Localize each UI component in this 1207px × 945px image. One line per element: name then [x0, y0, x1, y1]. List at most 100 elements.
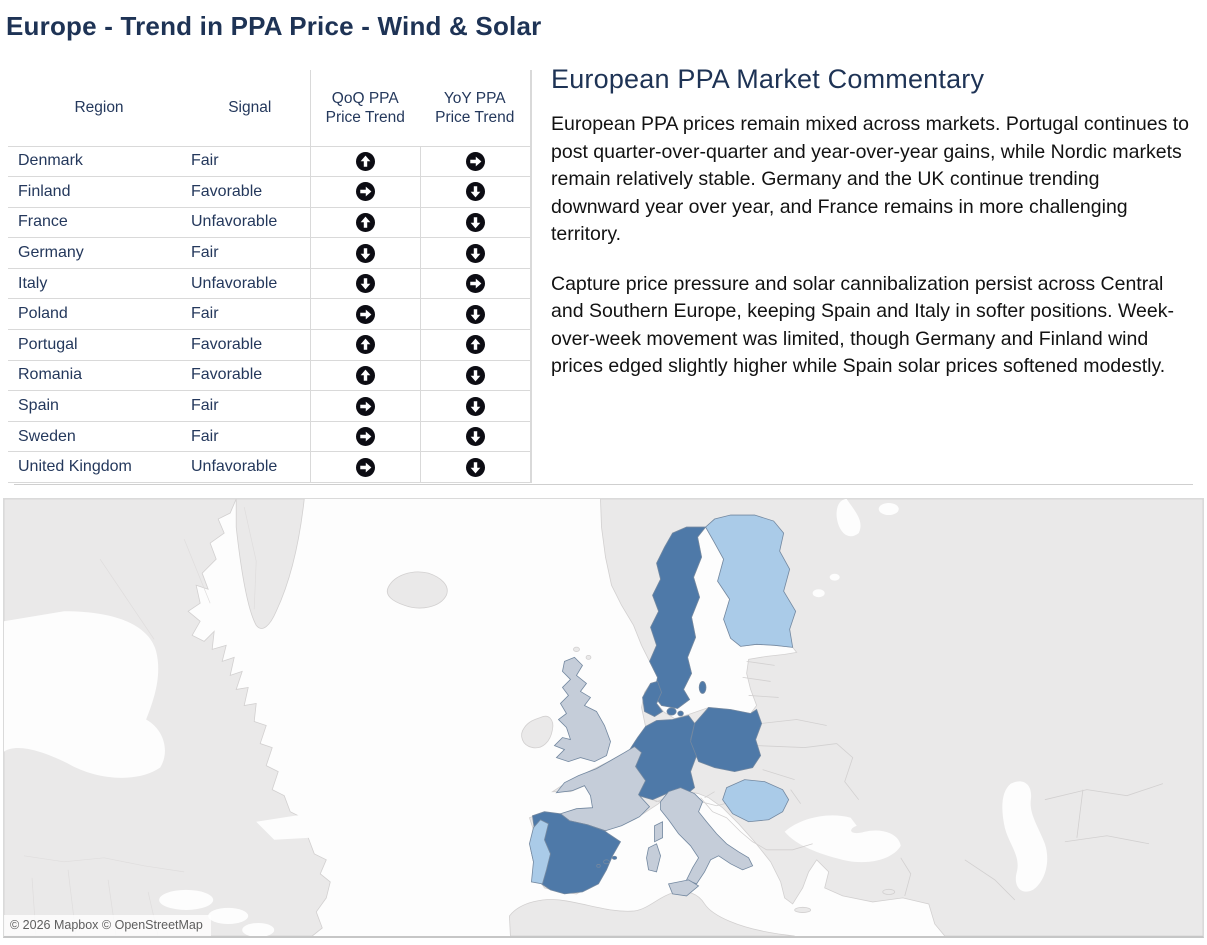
- region-cell: United Kingdom: [8, 451, 190, 484]
- arrow-up-icon: [465, 335, 485, 355]
- region-cell: Denmark: [8, 145, 190, 177]
- faroe-islands: [573, 646, 580, 652]
- lake-ladoga: [812, 589, 825, 598]
- page-title: Europe - Trend in PPA Price - Wind & Sol…: [6, 11, 542, 41]
- europe-country-borders: [626, 660, 1164, 901]
- map-country-romania[interactable]: [722, 779, 790, 823]
- yoy-trend-cell: [419, 359, 531, 391]
- table-row[interactable]: Finland Favorable: [8, 176, 531, 208]
- shetland-islands: [585, 654, 592, 660]
- qoq-trend-cell: [309, 390, 420, 422]
- north-africa-landmass: [509, 891, 795, 936]
- map-country-denmark[interactable]: [642, 680, 664, 717]
- arrow-down-icon: [465, 365, 485, 385]
- header-yoy-trend: YoY PPA Price Trend: [420, 70, 531, 146]
- map-mallorca[interactable]: [603, 859, 610, 865]
- signal-cell: Fair: [190, 298, 310, 330]
- white-sea: [836, 499, 861, 537]
- map-gotland[interactable]: [698, 681, 707, 694]
- yoy-trend-cell: [419, 145, 531, 177]
- arrow-up-icon: [355, 335, 375, 355]
- arrow-right-icon: [355, 182, 375, 202]
- signal-cell: Fair: [190, 145, 310, 177]
- yoy-trend-cell: [419, 176, 531, 208]
- yoy-trend-cell: [419, 390, 531, 422]
- arrow-right-icon: [355, 304, 375, 324]
- signal-cell: Favorable: [190, 329, 310, 361]
- table-row[interactable]: Spain Fair: [8, 390, 531, 422]
- europe-choropleth-map[interactable]: © 2026 Mapbox © OpenStreetMap: [3, 498, 1204, 938]
- table-row[interactable]: Poland Fair: [8, 298, 531, 330]
- region-cell: Italy: [8, 267, 190, 299]
- qoq-trend-cell: [309, 267, 420, 299]
- map-funen[interactable]: [677, 710, 684, 717]
- map-country-italy[interactable]: [660, 787, 754, 885]
- map-zealand[interactable]: [666, 707, 677, 716]
- region-cell: Spain: [8, 390, 190, 422]
- signal-cell: Fair: [190, 390, 310, 422]
- qoq-trend-cell: [309, 451, 420, 484]
- us-state-borders: [23, 538, 211, 936]
- arrow-down-icon: [465, 304, 485, 324]
- map-country-finland[interactable]: [705, 514, 797, 648]
- region-cell: Finland: [8, 176, 190, 208]
- caspian-sea: [1002, 781, 1048, 892]
- arrow-down-icon: [465, 396, 485, 416]
- map-country-uk[interactable]: [553, 656, 611, 763]
- header-signal: Signal: [228, 99, 272, 117]
- map-canvas[interactable]: [4, 499, 1203, 936]
- arrow-down-icon: [465, 427, 485, 447]
- iceland-landmass: [386, 571, 448, 609]
- map-menorca[interactable]: [611, 855, 618, 860]
- commentary-paragraph-1: European PPA prices remain mixed across …: [551, 113, 1190, 245]
- crete-island: [794, 906, 812, 913]
- commentary-paragraph-2: Capture price pressure and solar canniba…: [551, 272, 1174, 378]
- arrow-down-icon: [465, 243, 485, 263]
- greenland-border: [243, 506, 257, 610]
- cyprus-island: [882, 888, 896, 895]
- signal-cell: Fair: [190, 237, 310, 269]
- region-cell: Portugal: [8, 329, 190, 361]
- table-row[interactable]: Germany Fair: [8, 237, 531, 269]
- st-lawrence-gulf: [256, 811, 343, 840]
- map-sicily[interactable]: [668, 879, 700, 897]
- header-qoq-trend: QoQ PPA Price Trend: [309, 70, 420, 146]
- map-attribution[interactable]: © 2026 Mapbox © OpenStreetMap: [4, 915, 211, 936]
- black-sea: [784, 815, 901, 863]
- signal-cell: Unfavorable: [190, 206, 310, 238]
- qoq-trend-cell: [309, 206, 420, 238]
- arrow-down-icon: [465, 182, 485, 202]
- table-row[interactable]: Romania Favorable: [8, 359, 531, 391]
- arrow-right-icon: [355, 457, 375, 477]
- map-country-portugal[interactable]: [529, 819, 551, 885]
- qoq-trend-cell: [309, 329, 420, 361]
- ireland-landmass: [521, 715, 554, 749]
- great-lake: [159, 889, 214, 910]
- qoq-trend-cell: [309, 237, 420, 269]
- table-row[interactable]: Portugal Favorable: [8, 329, 531, 361]
- table-row[interactable]: United Kingdom Unfavorable: [8, 451, 531, 484]
- map-sardinia[interactable]: [646, 843, 661, 873]
- arrow-right-icon: [465, 151, 485, 171]
- map-country-poland[interactable]: [690, 707, 763, 773]
- table-row[interactable]: Italy Unfavorable: [8, 267, 531, 299]
- table-row[interactable]: Denmark Fair: [8, 145, 531, 177]
- table-row[interactable]: Sweden Fair: [8, 420, 531, 452]
- north-america-landmass: [4, 499, 331, 936]
- arrow-down-icon: [355, 243, 375, 263]
- table-header-row: Region Signal QoQ PPA Price Trend YoY PP…: [8, 70, 531, 146]
- yoy-trend-cell: [419, 267, 531, 299]
- qoq-trend-cell: [309, 420, 420, 452]
- barents-inlet: [878, 503, 899, 516]
- greenland-landmass: [235, 499, 305, 629]
- map-corsica[interactable]: [654, 821, 663, 843]
- arrow-up-icon: [355, 151, 375, 171]
- map-ibiza[interactable]: [596, 864, 601, 868]
- arrow-right-icon: [355, 427, 375, 447]
- arrow-down-icon: [465, 457, 485, 477]
- signal-cell: Favorable: [190, 176, 310, 208]
- yoy-trend-cell: [419, 237, 531, 269]
- table-row[interactable]: France Unfavorable: [8, 206, 531, 238]
- signal-cell: Unfavorable: [190, 267, 310, 299]
- ppa-trend-table-pane: Region Signal QoQ PPA Price Trend YoY PP…: [8, 70, 531, 484]
